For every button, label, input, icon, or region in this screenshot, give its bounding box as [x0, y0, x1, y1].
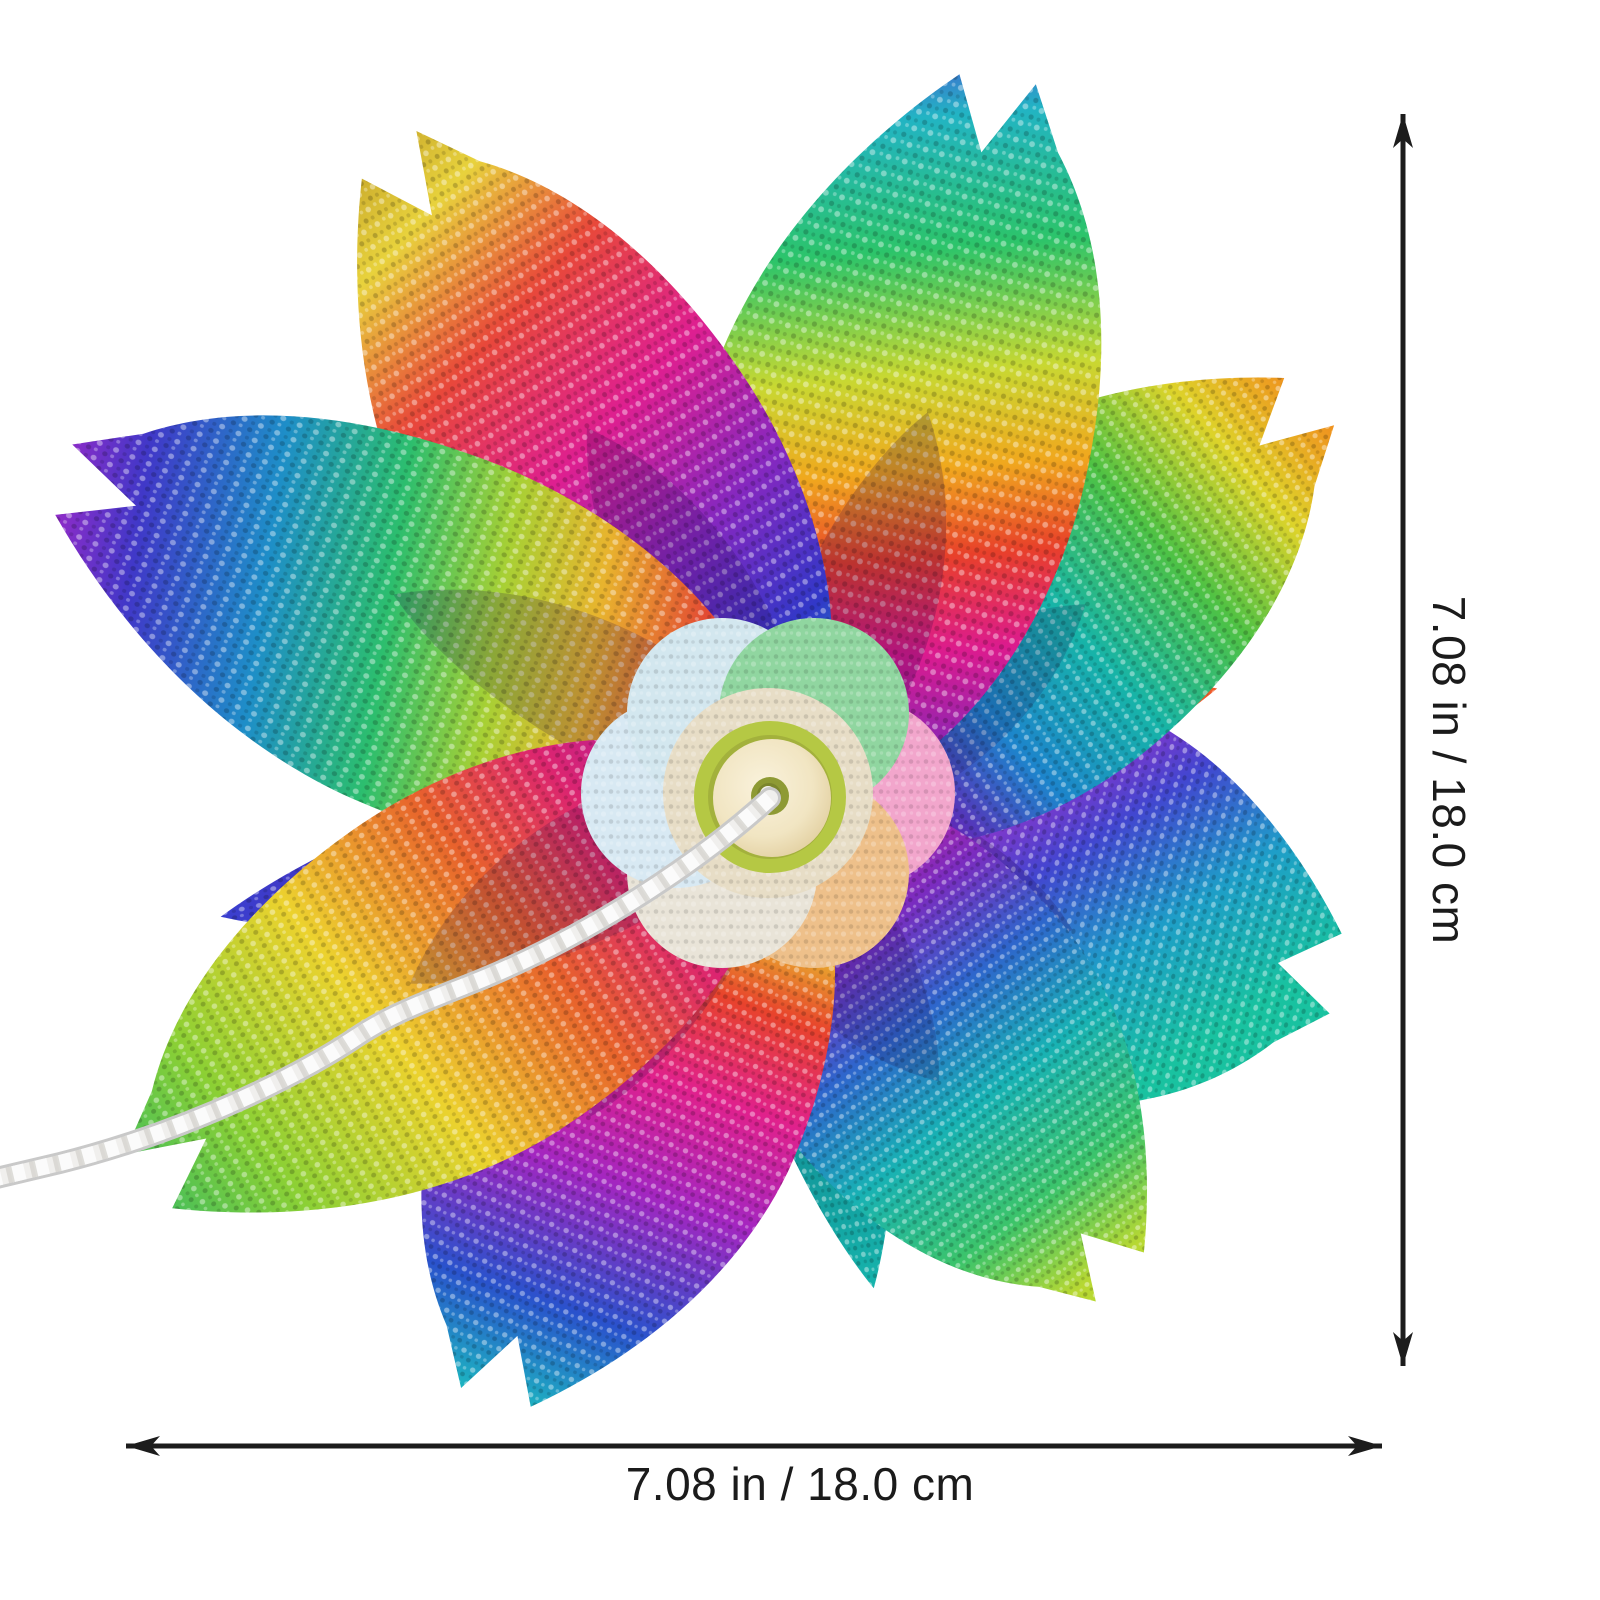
- dimension-annotations: [126, 114, 1413, 1456]
- cord: [0, 787, 781, 1189]
- height-dimension-label: 7.08 in / 18.0 cm: [1423, 595, 1475, 945]
- pinwheel: [0, 20, 1421, 1473]
- width-dimension-label: 7.08 in / 18.0 cm: [625, 1458, 975, 1510]
- cord-twist-shade: [0, 792, 776, 1186]
